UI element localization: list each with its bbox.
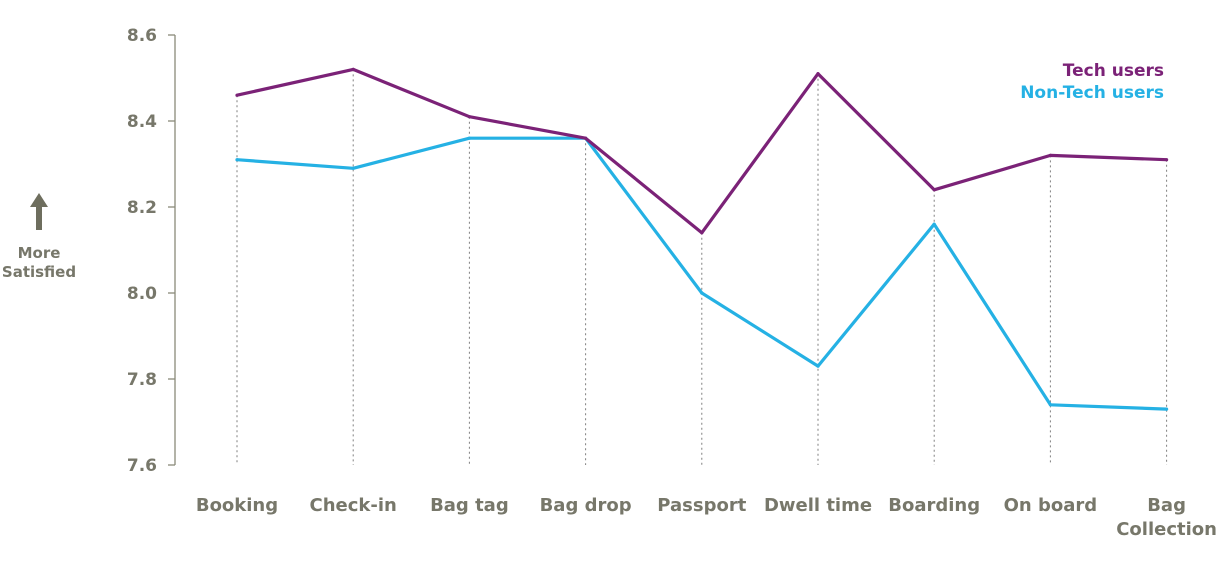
y-tick-label: 7.6: [127, 456, 157, 476]
data-point: [351, 166, 355, 170]
data-point: [1165, 407, 1169, 411]
y-tick-label: 8.2: [127, 198, 157, 218]
x-category-label: Boarding: [888, 495, 980, 516]
y-tick-label: 7.8: [127, 370, 157, 390]
x-category-label: Passport: [657, 495, 746, 516]
axis-note-line: More: [18, 244, 61, 262]
data-point: [932, 188, 936, 192]
x-category-label: Bag drop: [540, 495, 632, 516]
category-gridlines: [236, 69, 1168, 465]
data-point: [700, 231, 704, 235]
data-point: [816, 72, 820, 76]
data-point: [235, 93, 239, 97]
y-tick-label: 8.6: [127, 26, 157, 46]
data-point: [467, 136, 471, 140]
x-category-label: Dwell time: [764, 495, 872, 516]
up-arrow-icon: [30, 193, 48, 230]
data-point: [1048, 153, 1052, 157]
y-axis: 7.6 7.8 8.0 8.2 8.4 8.6: [127, 26, 176, 476]
x-category-label: Bag tag: [430, 495, 509, 516]
more-satisfied-note: More Satisfied: [2, 193, 76, 281]
x-category-label: On board: [1004, 495, 1098, 516]
x-category-label: Collection: [1116, 519, 1217, 540]
data-point: [467, 115, 471, 119]
data-point: [351, 67, 355, 71]
x-category-label: Check-in: [310, 495, 397, 516]
data-point: [1048, 403, 1052, 407]
data-point: [816, 364, 820, 368]
data-point: [932, 222, 936, 226]
legend-entry: Tech users: [1063, 61, 1164, 81]
data-point: [235, 158, 239, 162]
y-tick-label: 8.4: [127, 112, 157, 132]
data-point: [700, 291, 704, 295]
legend-entry: Non-Tech users: [1020, 83, 1164, 103]
axis-note-line: Satisfied: [2, 263, 76, 281]
series-lines: [235, 67, 1169, 411]
data-point: [584, 136, 588, 140]
x-category-label: Booking: [196, 495, 278, 516]
x-axis-labels: Booking Check-in Bag tag Bag drop Passport Dw…: [196, 495, 1217, 540]
x-category-label: Bag: [1147, 495, 1186, 516]
data-point: [1165, 158, 1169, 162]
y-tick-label: 8.0: [127, 284, 157, 304]
